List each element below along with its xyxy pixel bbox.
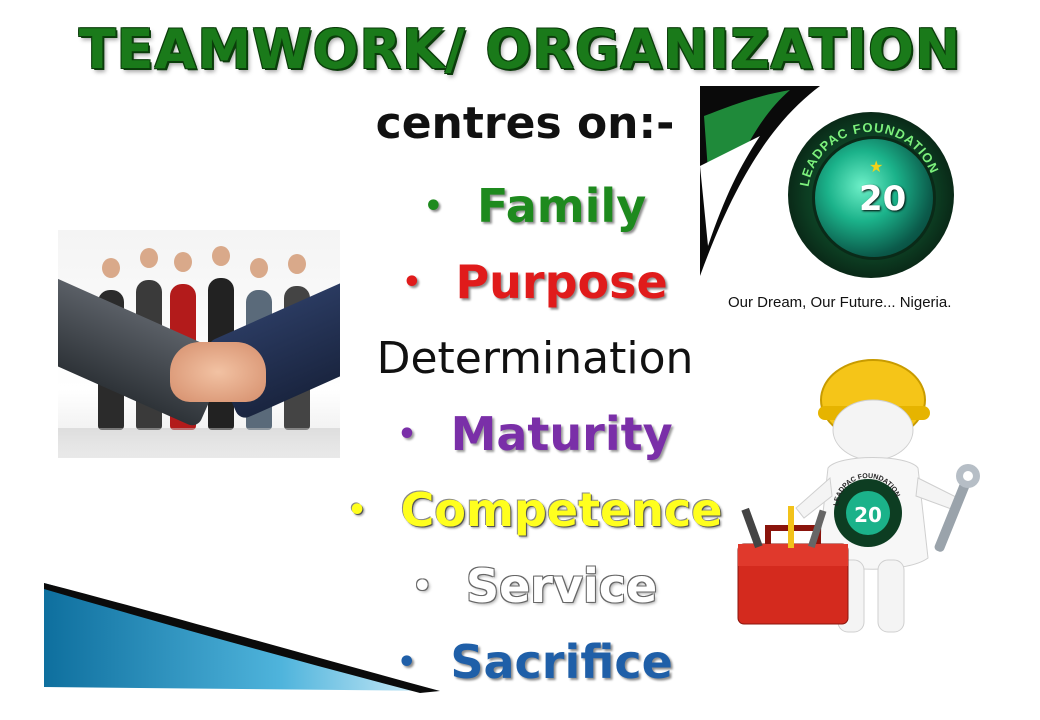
list-item-determination: Determination xyxy=(300,320,770,396)
worker-mascot: 20 LEADPAC FOUNDATION xyxy=(737,359,980,633)
logo-inner-globe: ★ 20 xyxy=(812,136,936,260)
toolbox-icon xyxy=(737,506,849,625)
leadpac-logo: LEADPAC FOUNDATION ★ 20 Our Dream, Our F… xyxy=(700,86,1010,326)
bullet-icon: • xyxy=(397,416,417,452)
list-item-maturity: • Maturity xyxy=(300,396,770,472)
handshake-hands xyxy=(170,342,266,402)
list-item-sacrifice: • Sacrifice xyxy=(300,624,770,700)
wrench-icon xyxy=(934,464,980,552)
bullet-icon: • xyxy=(402,264,422,300)
list-item-label: Sacrifice xyxy=(450,635,673,689)
logo-tagline: Our Dream, Our Future... Nigeria. xyxy=(728,294,952,311)
list-item-label: Competence xyxy=(400,483,723,537)
bullet-icon: • xyxy=(347,492,367,528)
list-item-competence: • Competence xyxy=(300,472,770,548)
list-item-family: • Family xyxy=(300,168,770,244)
list-item-label: Maturity xyxy=(450,407,673,461)
person-head xyxy=(250,258,268,278)
person-head xyxy=(288,254,306,274)
bullet-icon: • xyxy=(397,644,417,680)
list-item-label: Family xyxy=(476,179,647,233)
list-item-label: Service xyxy=(465,559,658,613)
logo-globe-icon: LEADPAC FOUNDATION ★ 20 xyxy=(788,112,954,278)
bullet-icon: • xyxy=(412,568,432,604)
person-head xyxy=(140,248,158,268)
person-head xyxy=(102,258,120,278)
list-item-purpose: • Purpose xyxy=(300,244,770,320)
list-item-service: • Service xyxy=(300,548,770,624)
shirt-logo-icon: 20 LEADPAC FOUNDATION xyxy=(833,473,902,547)
handshake-image xyxy=(58,230,340,458)
person-head xyxy=(174,252,192,272)
logo-number: 20 xyxy=(859,179,907,219)
svg-text:20: 20 xyxy=(854,503,882,527)
logo-swoosh-icon xyxy=(700,86,820,276)
floor-reflection xyxy=(58,428,340,458)
person-head xyxy=(212,246,230,266)
slide-subtitle: centres on:- xyxy=(375,98,675,149)
list-item-label: Purpose xyxy=(455,255,668,309)
slide-title: TEAMWORK/ ORGANIZATION xyxy=(78,18,962,81)
star-icon: ★ xyxy=(869,157,884,176)
bottom-swoosh-icon xyxy=(44,583,440,693)
bullet-icon: • xyxy=(423,188,443,224)
list-item-label: Determination xyxy=(376,332,694,384)
bullet-list: • Family • Purpose Determination • Matur… xyxy=(300,168,770,700)
